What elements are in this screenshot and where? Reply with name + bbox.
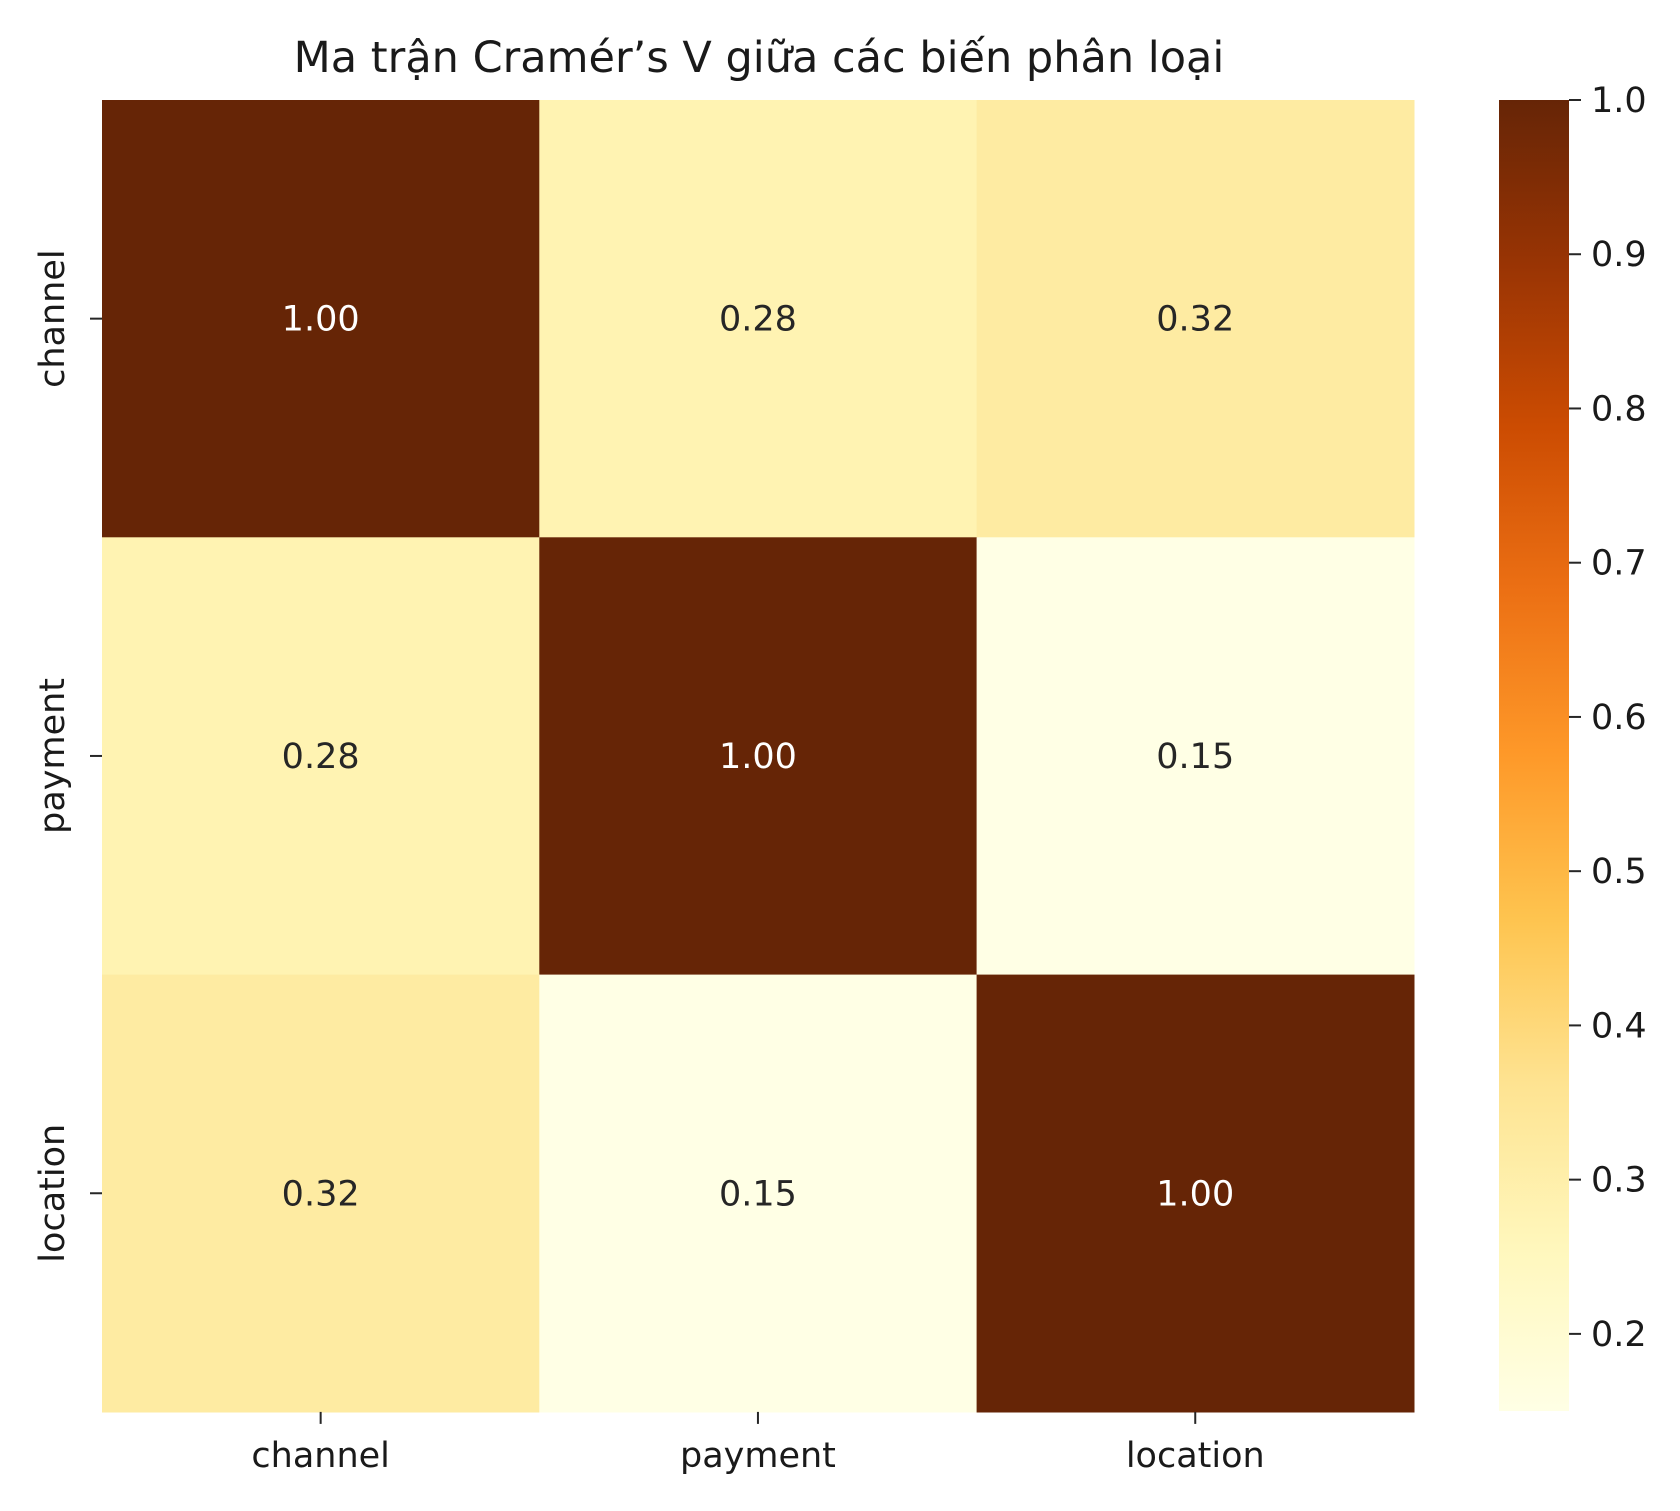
y-tick-label: location — [33, 1124, 73, 1263]
colorbar-tick-label: 0.7 — [1591, 544, 1647, 584]
colorbar-tick-label: 1.0 — [1591, 81, 1647, 121]
heatmap-cell-channel-location — [976, 100, 1415, 538]
x-tick-label: location — [1126, 1436, 1265, 1476]
colorbar-tick-label: 0.3 — [1591, 1161, 1647, 1201]
cell-value-label: 0.32 — [282, 1174, 360, 1214]
cell-value-label: 0.15 — [1156, 737, 1234, 777]
cell-value-label: 0.28 — [282, 737, 360, 777]
heatmap-cell-payment-payment — [539, 537, 978, 976]
colorbar-tick-label: 0.5 — [1591, 852, 1647, 892]
colorbar: 0.2 0.3 0.4 0.5 0.6 0.7 0.8 0.9 1.0 — [1499, 81, 1647, 1411]
colorbar-tick-label: 0.9 — [1591, 235, 1647, 275]
heatmap-axes: channel payment location channel payment loca… — [33, 249, 1265, 1476]
chart-title: Ma trận Cramér’s V giữa các biến phân lo… — [294, 33, 1225, 83]
heatmap-cell-payment-channel — [102, 537, 540, 976]
cell-value-label: 0.32 — [1156, 300, 1234, 340]
heatmap-cell-channel-payment — [539, 100, 978, 538]
colorbar-scale — [1499, 100, 1569, 1411]
heatmap-cell-payment-location — [976, 537, 1415, 976]
colorbar-tick-label: 0.8 — [1591, 389, 1647, 429]
colorbar-tick-label: 0.6 — [1591, 698, 1647, 738]
cell-value-label: 1.00 — [1156, 1174, 1234, 1214]
x-tick-label: payment — [680, 1436, 836, 1476]
x-tick-label: channel — [251, 1436, 390, 1476]
y-tick-label: channel — [33, 249, 73, 388]
cell-value-label: 1.00 — [282, 300, 360, 340]
cell-value-label: 0.15 — [719, 1174, 797, 1214]
cell-value-label: 0.28 — [719, 300, 797, 340]
colorbar-tick-label: 0.4 — [1591, 1006, 1647, 1046]
heatmap-cell-location-payment — [539, 974, 978, 1413]
heatmap-cell-channel-channel — [102, 100, 540, 538]
heatmap-cell-location-channel — [102, 974, 540, 1413]
heatmap-cell-location-location — [976, 974, 1415, 1413]
cell-value-label: 1.00 — [719, 737, 797, 777]
heatmap-cells: 1.00 0.28 0.32 0.28 1.00 0.15 0.32 0.15 1.00 — [102, 100, 1415, 1413]
y-tick-label: payment — [33, 678, 73, 834]
colorbar-tick-label: 0.2 — [1591, 1315, 1647, 1355]
